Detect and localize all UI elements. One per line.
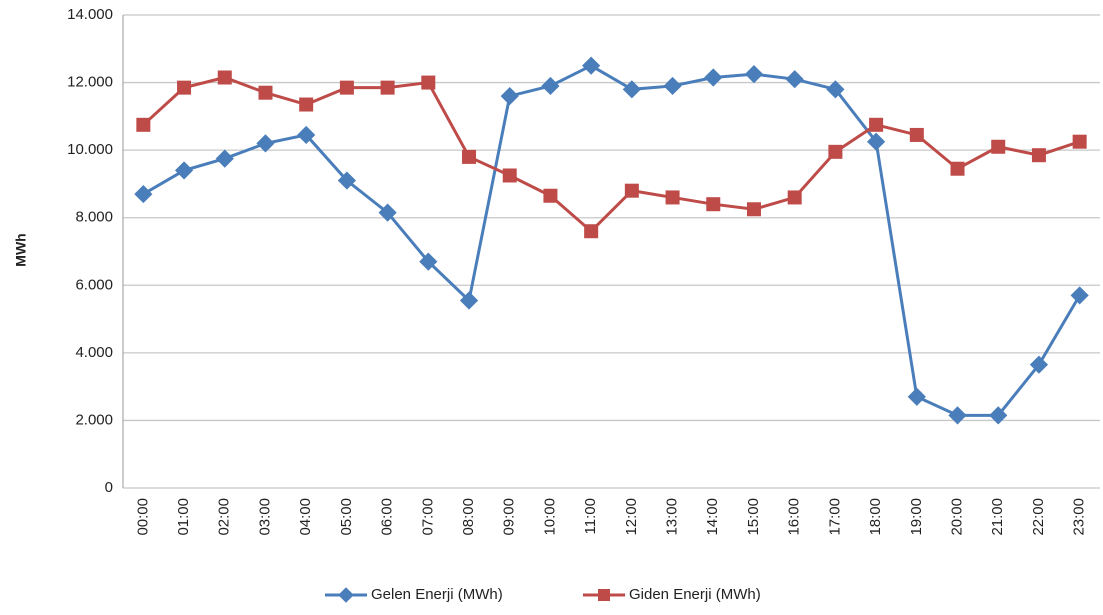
marker (338, 587, 354, 603)
x-tick-label: 11:00 (582, 498, 599, 534)
x-tick-label: 18:00 (867, 498, 884, 536)
x-tick-label: 02:00 (216, 498, 233, 536)
marker (598, 589, 610, 601)
marker (462, 149, 477, 164)
marker (380, 80, 395, 95)
x-tick-label: 09:00 (501, 498, 518, 536)
y-tick-label: 8.000 (75, 209, 113, 226)
marker (950, 161, 965, 176)
marker (1070, 286, 1089, 305)
marker (624, 183, 639, 198)
marker (828, 144, 843, 159)
marker (419, 252, 438, 271)
marker (744, 65, 764, 84)
marker (256, 134, 275, 153)
marker (785, 70, 804, 89)
marker (704, 68, 723, 87)
series-line (142, 63, 1081, 417)
marker (339, 80, 354, 95)
marker (543, 188, 558, 203)
y-tick-label: 10.000 (67, 141, 113, 158)
x-tick-label: 23:00 (1071, 498, 1088, 536)
marker (378, 203, 397, 222)
y-axis-label: MWh (13, 233, 29, 266)
marker (337, 171, 356, 190)
y-tick-label: 14.000 (67, 6, 113, 23)
x-tick-label: 07:00 (419, 498, 436, 536)
marker (622, 80, 641, 99)
x-tick-label: 08:00 (460, 498, 477, 536)
marker (907, 387, 926, 406)
x-tick-label: 17:00 (826, 498, 843, 536)
marker (1029, 355, 1049, 374)
marker (136, 117, 151, 132)
x-tick-label: 06:00 (379, 498, 396, 536)
y-tick-label: 0 (105, 479, 113, 496)
marker (1031, 148, 1046, 163)
marker (502, 168, 517, 183)
x-tick-label: 16:00 (786, 498, 803, 536)
marker (1072, 134, 1087, 149)
x-tick-label: 05:00 (338, 498, 355, 536)
marker (421, 75, 436, 90)
series-line (142, 75, 1081, 234)
x-tick-label: 19:00 (908, 498, 925, 536)
x-tick-label: 00:00 (134, 498, 151, 536)
x-tick-label: 21:00 (989, 498, 1006, 536)
y-tick-label: 12.000 (67, 74, 113, 91)
marker (584, 224, 599, 239)
marker (174, 161, 194, 180)
marker (787, 190, 802, 205)
marker (500, 86, 519, 106)
legend-label: Giden Enerji (MWh) (629, 586, 761, 603)
marker (869, 117, 884, 132)
marker (299, 97, 314, 112)
marker (665, 190, 680, 205)
marker (215, 149, 234, 168)
marker (989, 406, 1008, 425)
marker (706, 197, 721, 212)
x-tick-label: 20:00 (948, 498, 965, 536)
marker (909, 127, 924, 142)
x-tick-label: 12:00 (623, 498, 640, 536)
legend-label: Gelen Enerji (MWh) (371, 586, 503, 603)
x-tick-label: 14:00 (704, 498, 721, 536)
marker (826, 80, 845, 99)
marker (217, 70, 232, 85)
y-tick-label: 6.000 (75, 276, 113, 293)
marker (948, 406, 967, 425)
x-tick-label: 04:00 (297, 498, 314, 536)
x-tick-label: 13:00 (664, 498, 681, 536)
marker (134, 184, 153, 204)
marker (459, 291, 479, 310)
x-tick-label: 03:00 (256, 498, 273, 536)
x-tick-label: 10:00 (541, 498, 558, 536)
marker (991, 139, 1006, 154)
y-tick-label: 2.000 (75, 411, 113, 428)
marker (258, 85, 273, 100)
marker (541, 76, 560, 96)
x-tick-label: 22:00 (1030, 498, 1047, 536)
x-tick-label: 01:00 (175, 498, 192, 536)
marker (867, 132, 886, 151)
x-tick-label: 15:00 (745, 498, 762, 536)
y-tick-label: 4.000 (75, 344, 113, 361)
marker (297, 125, 316, 145)
marker (582, 56, 601, 75)
marker (663, 76, 682, 96)
marker (746, 202, 761, 217)
marker (177, 80, 192, 95)
